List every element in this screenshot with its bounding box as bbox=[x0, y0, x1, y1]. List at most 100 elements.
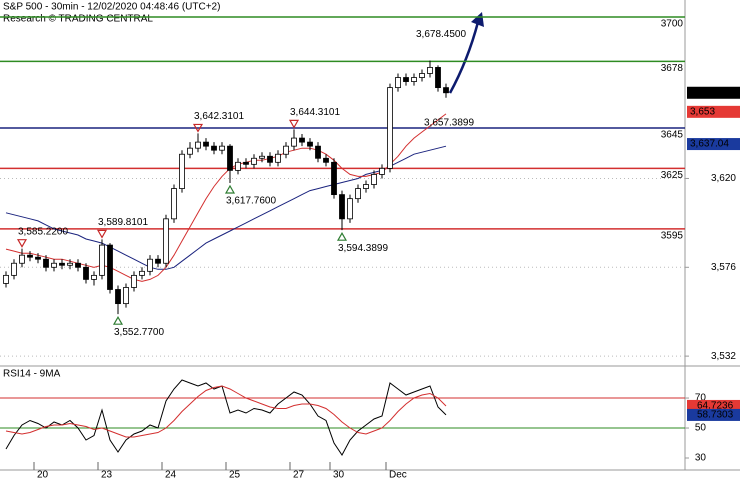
candle-body bbox=[99, 244, 105, 276]
rsi-tick-label: 50 bbox=[695, 423, 707, 434]
chart-title: S&P 500 - 30min - 12/02/2020 04:48:46 (U… bbox=[3, 2, 220, 13]
level-label: 3700 bbox=[661, 19, 684, 30]
rsi-tick-label: 70 bbox=[695, 393, 707, 404]
candle-body bbox=[435, 67, 441, 89]
candle-body bbox=[115, 289, 121, 305]
candle-body bbox=[171, 188, 177, 220]
candle-body bbox=[323, 157, 329, 163]
annotation-label: 3,678.4500 bbox=[416, 29, 466, 40]
candle-body bbox=[27, 254, 33, 258]
x-tick-label: 24 bbox=[165, 470, 177, 480]
candle-body bbox=[187, 147, 193, 155]
candle-body bbox=[67, 262, 73, 266]
level-label: 3678 bbox=[661, 63, 684, 74]
candle-body bbox=[275, 153, 281, 163]
candle-body bbox=[147, 258, 153, 272]
candle-body bbox=[107, 244, 113, 290]
candle-body bbox=[179, 153, 185, 189]
level-label: 3595 bbox=[661, 231, 684, 242]
x-tick-label: 25 bbox=[229, 470, 241, 480]
annotation-label: 3,644.3101 bbox=[290, 107, 340, 118]
candle-body bbox=[251, 157, 257, 165]
candle-body bbox=[211, 145, 217, 151]
candle-body bbox=[139, 270, 145, 276]
level-label: 3625 bbox=[661, 170, 684, 181]
annotation-label: 3,642.3101 bbox=[194, 111, 244, 122]
annotation-label: 3,617.7600 bbox=[226, 196, 276, 207]
last-value-box bbox=[687, 138, 740, 151]
candle-body bbox=[83, 266, 89, 280]
high-marker bbox=[96, 229, 108, 239]
candle-body bbox=[19, 254, 25, 264]
rsi-last-box bbox=[687, 408, 740, 421]
candle-body bbox=[75, 262, 81, 268]
rsi-line bbox=[5, 385, 447, 438]
candle-body bbox=[203, 141, 209, 147]
candle-body bbox=[155, 258, 161, 264]
candle-body bbox=[227, 145, 233, 171]
candle-body bbox=[307, 141, 313, 147]
rsi-last-label: 58.7303 bbox=[697, 410, 734, 421]
level-label: 3645 bbox=[661, 130, 684, 141]
candle-body bbox=[291, 137, 297, 147]
candle-body bbox=[387, 87, 393, 169]
low-marker bbox=[112, 315, 124, 325]
candle-body bbox=[403, 77, 409, 82]
annotation-label: 3,552.7700 bbox=[114, 327, 164, 338]
candle-body bbox=[339, 194, 345, 220]
candle-body bbox=[443, 87, 449, 94]
candle-body bbox=[395, 77, 401, 89]
high-marker bbox=[288, 119, 300, 129]
x-tick-label: 23 bbox=[101, 470, 113, 480]
last-value-label: 3,637.04 bbox=[690, 139, 729, 150]
candle-body bbox=[315, 145, 321, 159]
x-tick-label: 20 bbox=[37, 470, 49, 480]
annotation-label: 3,657.3899 bbox=[424, 118, 474, 129]
candle-body bbox=[51, 262, 57, 268]
candle-body bbox=[283, 145, 289, 155]
high-marker bbox=[16, 239, 28, 248]
candle-body bbox=[243, 161, 249, 165]
x-tick-label: 27 bbox=[293, 470, 305, 480]
last-value-label: 3,653 bbox=[690, 106, 715, 117]
moving-average bbox=[5, 145, 447, 270]
candle-body bbox=[259, 155, 265, 159]
candle-body bbox=[91, 274, 97, 280]
candle-body bbox=[331, 161, 337, 196]
annotation-label: 3,589.8101 bbox=[98, 217, 148, 228]
candle-body bbox=[363, 184, 369, 189]
candle-body bbox=[131, 274, 137, 288]
last-value-box bbox=[687, 86, 740, 99]
candle-body bbox=[347, 198, 353, 220]
candle-body bbox=[299, 137, 305, 143]
high-marker bbox=[192, 123, 204, 133]
candle-body bbox=[163, 218, 169, 264]
candle-body bbox=[235, 161, 241, 171]
forecast-arrowhead bbox=[471, 12, 484, 27]
forecast-arrow bbox=[448, 21, 480, 94]
candle-body bbox=[123, 287, 129, 305]
candle-body bbox=[427, 67, 433, 74]
candle-body bbox=[43, 258, 49, 268]
candle-body bbox=[11, 262, 17, 276]
last-value-box bbox=[687, 105, 740, 118]
low-marker bbox=[336, 231, 348, 241]
last-value-label: 3,662.45 bbox=[690, 87, 729, 98]
candle-body bbox=[35, 256, 41, 260]
rsi-label: RSI14 - 9MA bbox=[3, 369, 61, 380]
candle-body bbox=[219, 145, 225, 151]
chart-subtitle: Research © TRADING CENTRAL bbox=[3, 14, 153, 25]
x-tick-label: 30 bbox=[333, 470, 345, 480]
rsi-line bbox=[5, 379, 447, 456]
annotation-label: 3,594.3899 bbox=[338, 243, 388, 254]
candle-body bbox=[267, 155, 273, 163]
candle-body bbox=[379, 167, 385, 175]
annotation-label: 3,585.2200 bbox=[18, 226, 68, 237]
y-tick-label: 3,532 bbox=[711, 351, 736, 362]
rsi-last-label: 64.7236 bbox=[697, 401, 734, 412]
candle-body bbox=[3, 274, 9, 284]
low-marker bbox=[224, 184, 236, 194]
candle-body bbox=[355, 188, 361, 200]
